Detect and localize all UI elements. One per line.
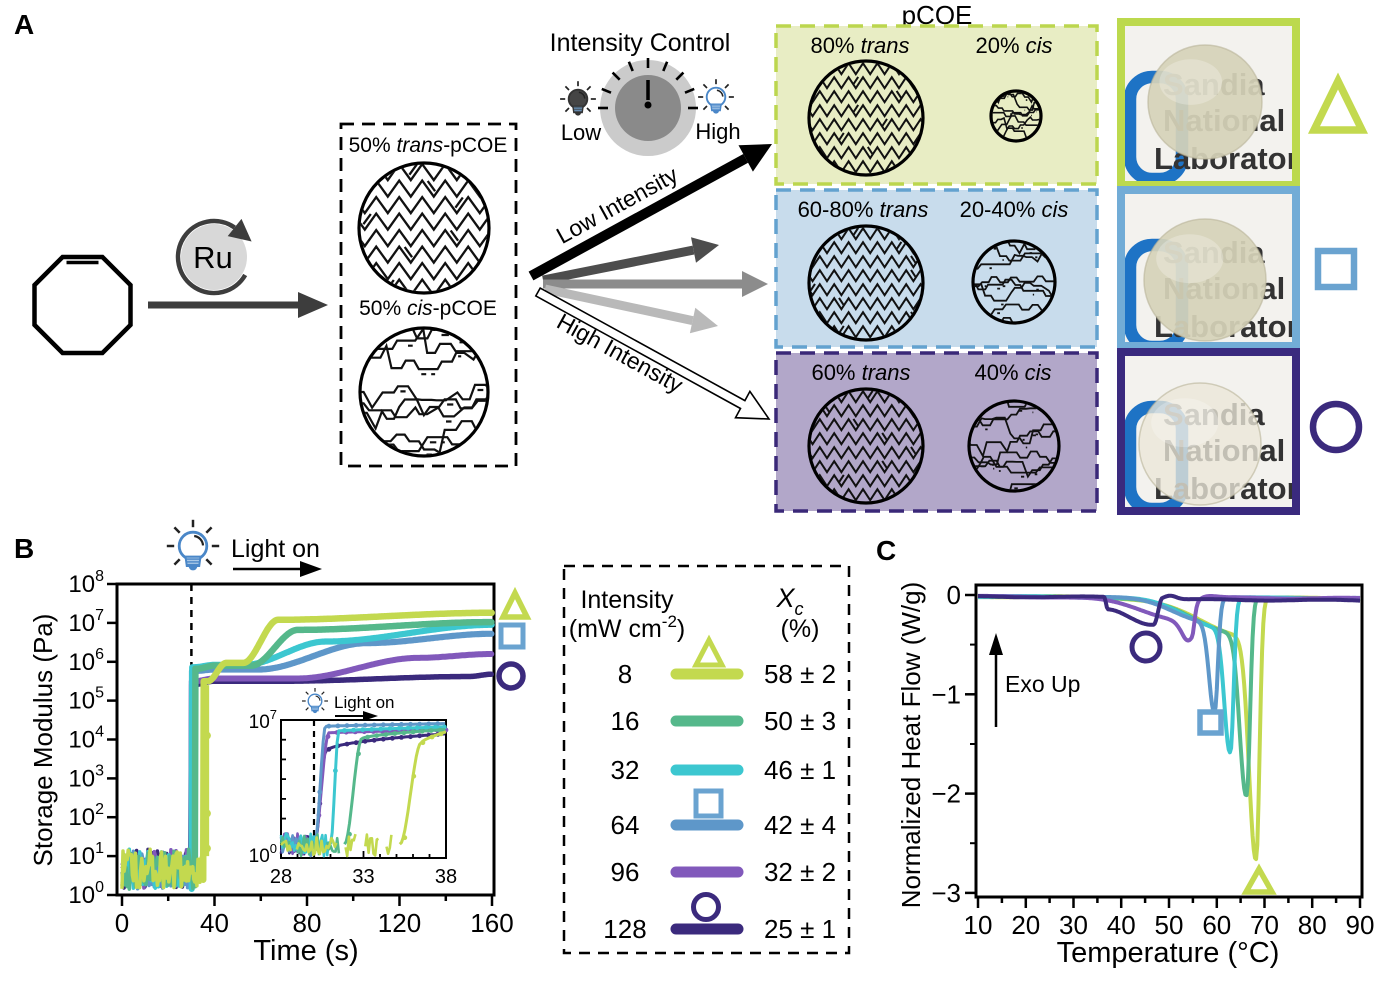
svg-text:−2: −2: [931, 779, 961, 809]
svg-text:33: 33: [352, 866, 374, 888]
svg-text:70: 70: [1250, 910, 1279, 940]
svg-text:58 ± 2: 58 ± 2: [764, 659, 836, 689]
svg-text:Light on: Light on: [231, 535, 320, 563]
svg-text:60% trans: 60% trans: [811, 360, 910, 385]
svg-text:8: 8: [618, 659, 632, 689]
svg-text:38: 38: [435, 866, 457, 888]
svg-text:160: 160: [470, 908, 513, 938]
svg-text:Ru: Ru: [193, 240, 233, 275]
svg-text:28: 28: [270, 866, 292, 888]
svg-text:16: 16: [611, 706, 640, 736]
svg-text:10: 10: [964, 910, 993, 940]
svg-text:80: 80: [1298, 910, 1327, 940]
svg-text:40% cis: 40% cis: [974, 360, 1051, 385]
svg-text:20-40% cis: 20-40% cis: [960, 197, 1069, 222]
svg-text:42 ± 4: 42 ± 4: [764, 810, 836, 840]
svg-text:High: High: [695, 119, 740, 144]
svg-text:32: 32: [611, 755, 640, 785]
svg-text:60-80% trans: 60-80% trans: [798, 197, 929, 222]
svg-text:20: 20: [1011, 910, 1040, 940]
svg-text:Time (s): Time (s): [253, 935, 358, 967]
svg-text:pCOE: pCOE: [902, 0, 973, 30]
svg-text:40: 40: [200, 908, 229, 938]
svg-text:46 ± 1: 46 ± 1: [764, 755, 836, 785]
svg-text:80: 80: [293, 908, 322, 938]
svg-text:128: 128: [603, 914, 646, 944]
svg-text:(%): (%): [781, 615, 820, 643]
svg-text:(mW cm-2): (mW cm-2): [569, 612, 685, 643]
svg-text:80% trans: 80% trans: [810, 33, 909, 58]
svg-text:Storage Modulus (Pa): Storage Modulus (Pa): [28, 614, 58, 867]
svg-text:40: 40: [1107, 910, 1136, 940]
svg-text:−3: −3: [931, 878, 961, 908]
svg-text:−1: −1: [931, 679, 961, 709]
svg-text:107: 107: [249, 707, 277, 733]
svg-text:32 ± 2: 32 ± 2: [764, 857, 836, 887]
svg-text:Normalized Heat Flow (W/g): Normalized Heat Flow (W/g): [896, 582, 926, 909]
svg-text:30: 30: [1059, 910, 1088, 940]
svg-text:50% trans-pCOE: 50% trans-pCOE: [349, 134, 508, 157]
svg-text:96: 96: [611, 857, 640, 887]
svg-text:Intensity: Intensity: [580, 586, 674, 614]
svg-text:25 ± 1: 25 ± 1: [764, 914, 836, 944]
svg-text:Light on: Light on: [334, 693, 395, 712]
svg-text:60: 60: [1202, 910, 1231, 940]
svg-text:120: 120: [378, 908, 421, 938]
svg-text:Temperature (°C): Temperature (°C): [1057, 937, 1280, 969]
svg-text:Intensity Control: Intensity Control: [550, 29, 731, 57]
svg-text:0: 0: [947, 580, 961, 610]
svg-text:90: 90: [1346, 910, 1375, 940]
svg-text:64: 64: [611, 810, 640, 840]
svg-text:B: B: [14, 533, 34, 564]
svg-text:Low: Low: [561, 120, 601, 145]
svg-text:Exo Up: Exo Up: [1005, 671, 1080, 697]
svg-text:20% cis: 20% cis: [975, 33, 1052, 58]
svg-text:C: C: [876, 535, 896, 566]
svg-text:A: A: [14, 9, 34, 40]
svg-text:50% cis-pCOE: 50% cis-pCOE: [359, 297, 497, 320]
svg-text:0: 0: [115, 908, 129, 938]
svg-text:50 ± 3: 50 ± 3: [764, 706, 836, 736]
svg-text:50: 50: [1155, 910, 1184, 940]
